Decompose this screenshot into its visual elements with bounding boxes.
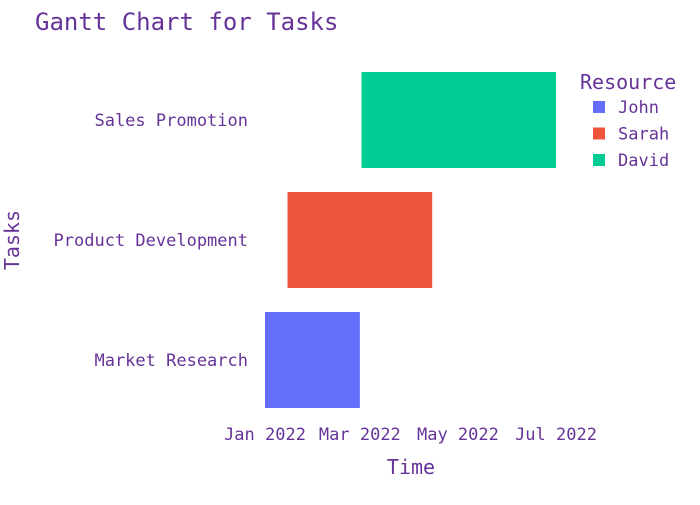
y-tick-label: Product Development [54,231,248,251]
legend-title: Resource [580,70,676,94]
legend-swatch-sarah [593,127,605,140]
legend-items: John Sarah David [593,98,669,171]
legend-label-sarah: Sarah [618,125,669,145]
legend-swatch-david [593,154,605,166]
y-tick-label: Sales Promotion [94,111,248,131]
x-tick-label: Jul 2022 [515,425,597,445]
legend: Resource John Sarah David [580,70,676,171]
bar-sales-promotion [361,72,556,168]
x-axis-tick-labels: Jan 2022 Mar 2022 May 2022 Jul 2022 [224,425,597,445]
bar-market-research [265,312,360,408]
x-tick-label: Mar 2022 [319,425,401,445]
x-tick-label: May 2022 [417,425,499,445]
task-bars [265,72,556,408]
bar-product-development [287,192,433,288]
x-tick-label: Jan 2022 [224,425,306,445]
y-tick-label: Market Research [94,351,248,371]
y-axis-title: Tasks [0,210,24,270]
x-axis-title: Time [387,455,435,479]
y-axis-tick-labels: Market Research Product Development Sales … [54,111,248,371]
legend-swatch-john [593,101,605,113]
legend-label-john: John [618,98,659,118]
chart-title: Gantt Chart for Tasks [35,8,338,36]
legend-label-david: David [618,151,669,171]
